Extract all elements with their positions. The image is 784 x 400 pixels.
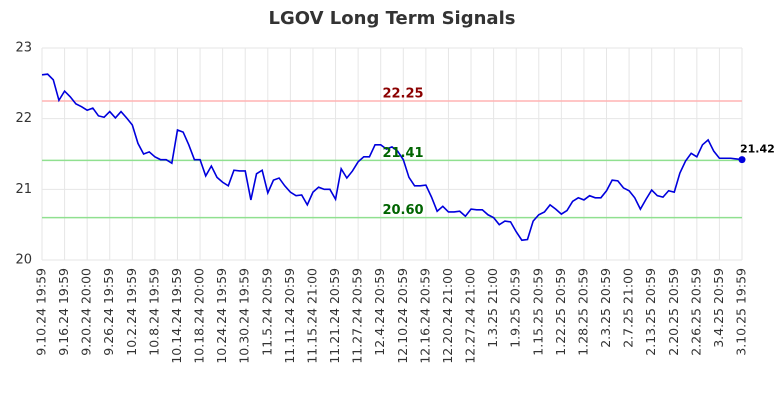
x-tick-label: 10.2.24 19:59 xyxy=(124,268,139,356)
y-tick-label: 20 xyxy=(15,253,32,268)
x-tick-label: 9.26.24 19:59 xyxy=(101,268,116,356)
x-tick-label: 10.8.24 19:59 xyxy=(146,268,161,356)
x-tick-label: 2.20.25 20:59 xyxy=(666,268,681,356)
last-point xyxy=(738,156,746,164)
x-tick-label: 10.14.24 19:59 xyxy=(169,268,184,364)
last-value-label: 21.42 xyxy=(740,143,775,156)
x-tick-label: 11.15.24 21:00 xyxy=(304,268,319,364)
x-tick-label: 12.27.24 21:00 xyxy=(463,268,478,364)
x-tick-label: 9.16.24 19:59 xyxy=(56,268,71,356)
x-tick-label: 9.20.24 20:00 xyxy=(79,268,94,356)
signal-label: 21.41 xyxy=(382,146,423,161)
x-tick-label: 10.30.24 19:59 xyxy=(237,268,252,364)
x-tick-label: 2.26.25 20:59 xyxy=(688,268,703,356)
x-tick-label: 2.3.25 20:59 xyxy=(598,268,613,348)
signal-label: 22.25 xyxy=(382,87,423,102)
x-tick-label: 1.3.25 21:00 xyxy=(485,268,500,348)
x-tick-label: 11.27.24 20:59 xyxy=(350,268,365,364)
x-tick-label: 1.28.25 20:59 xyxy=(575,268,590,356)
x-tick-label: 1.22.25 20:59 xyxy=(553,268,568,356)
x-tick-label: 11.11.24 20:59 xyxy=(282,268,297,364)
x-tick-label: 12.10.24 20:59 xyxy=(395,268,410,364)
signal-label: 20.60 xyxy=(382,203,423,218)
x-tick-label: 1.9.25 20:59 xyxy=(508,268,523,348)
x-tick-label: 10.18.24 20:00 xyxy=(192,268,207,364)
x-tick-label: 10.24.24 19:59 xyxy=(214,268,229,364)
y-tick-label: 23 xyxy=(15,41,32,56)
x-tick-label: 11.21.24 20:59 xyxy=(327,268,342,364)
series-line xyxy=(41,73,743,242)
x-tick-label: 9.10.24 19:59 xyxy=(34,268,49,356)
x-tick-label: 12.20.24 21:00 xyxy=(440,268,455,364)
x-tick-label: 3.10.25 19:59 xyxy=(734,268,749,356)
x-tick-label: 12.4.24 20:59 xyxy=(372,268,387,356)
x-tick-label: 11.5.24 20:59 xyxy=(259,268,274,356)
chart-title: LGOV Long Term Signals xyxy=(269,8,516,29)
x-tick-label: 12.16.24 20:59 xyxy=(417,268,432,364)
x-tick-label: 2.13.25 20:59 xyxy=(643,268,658,356)
y-tick-label: 22 xyxy=(15,111,32,126)
y-tick-label: 21 xyxy=(15,182,32,197)
x-tick-label: 2.7.25 21:00 xyxy=(621,268,636,348)
x-tick-label: 3.4.25 20:59 xyxy=(711,268,726,348)
x-tick-label: 1.15.25 20:59 xyxy=(530,268,545,356)
